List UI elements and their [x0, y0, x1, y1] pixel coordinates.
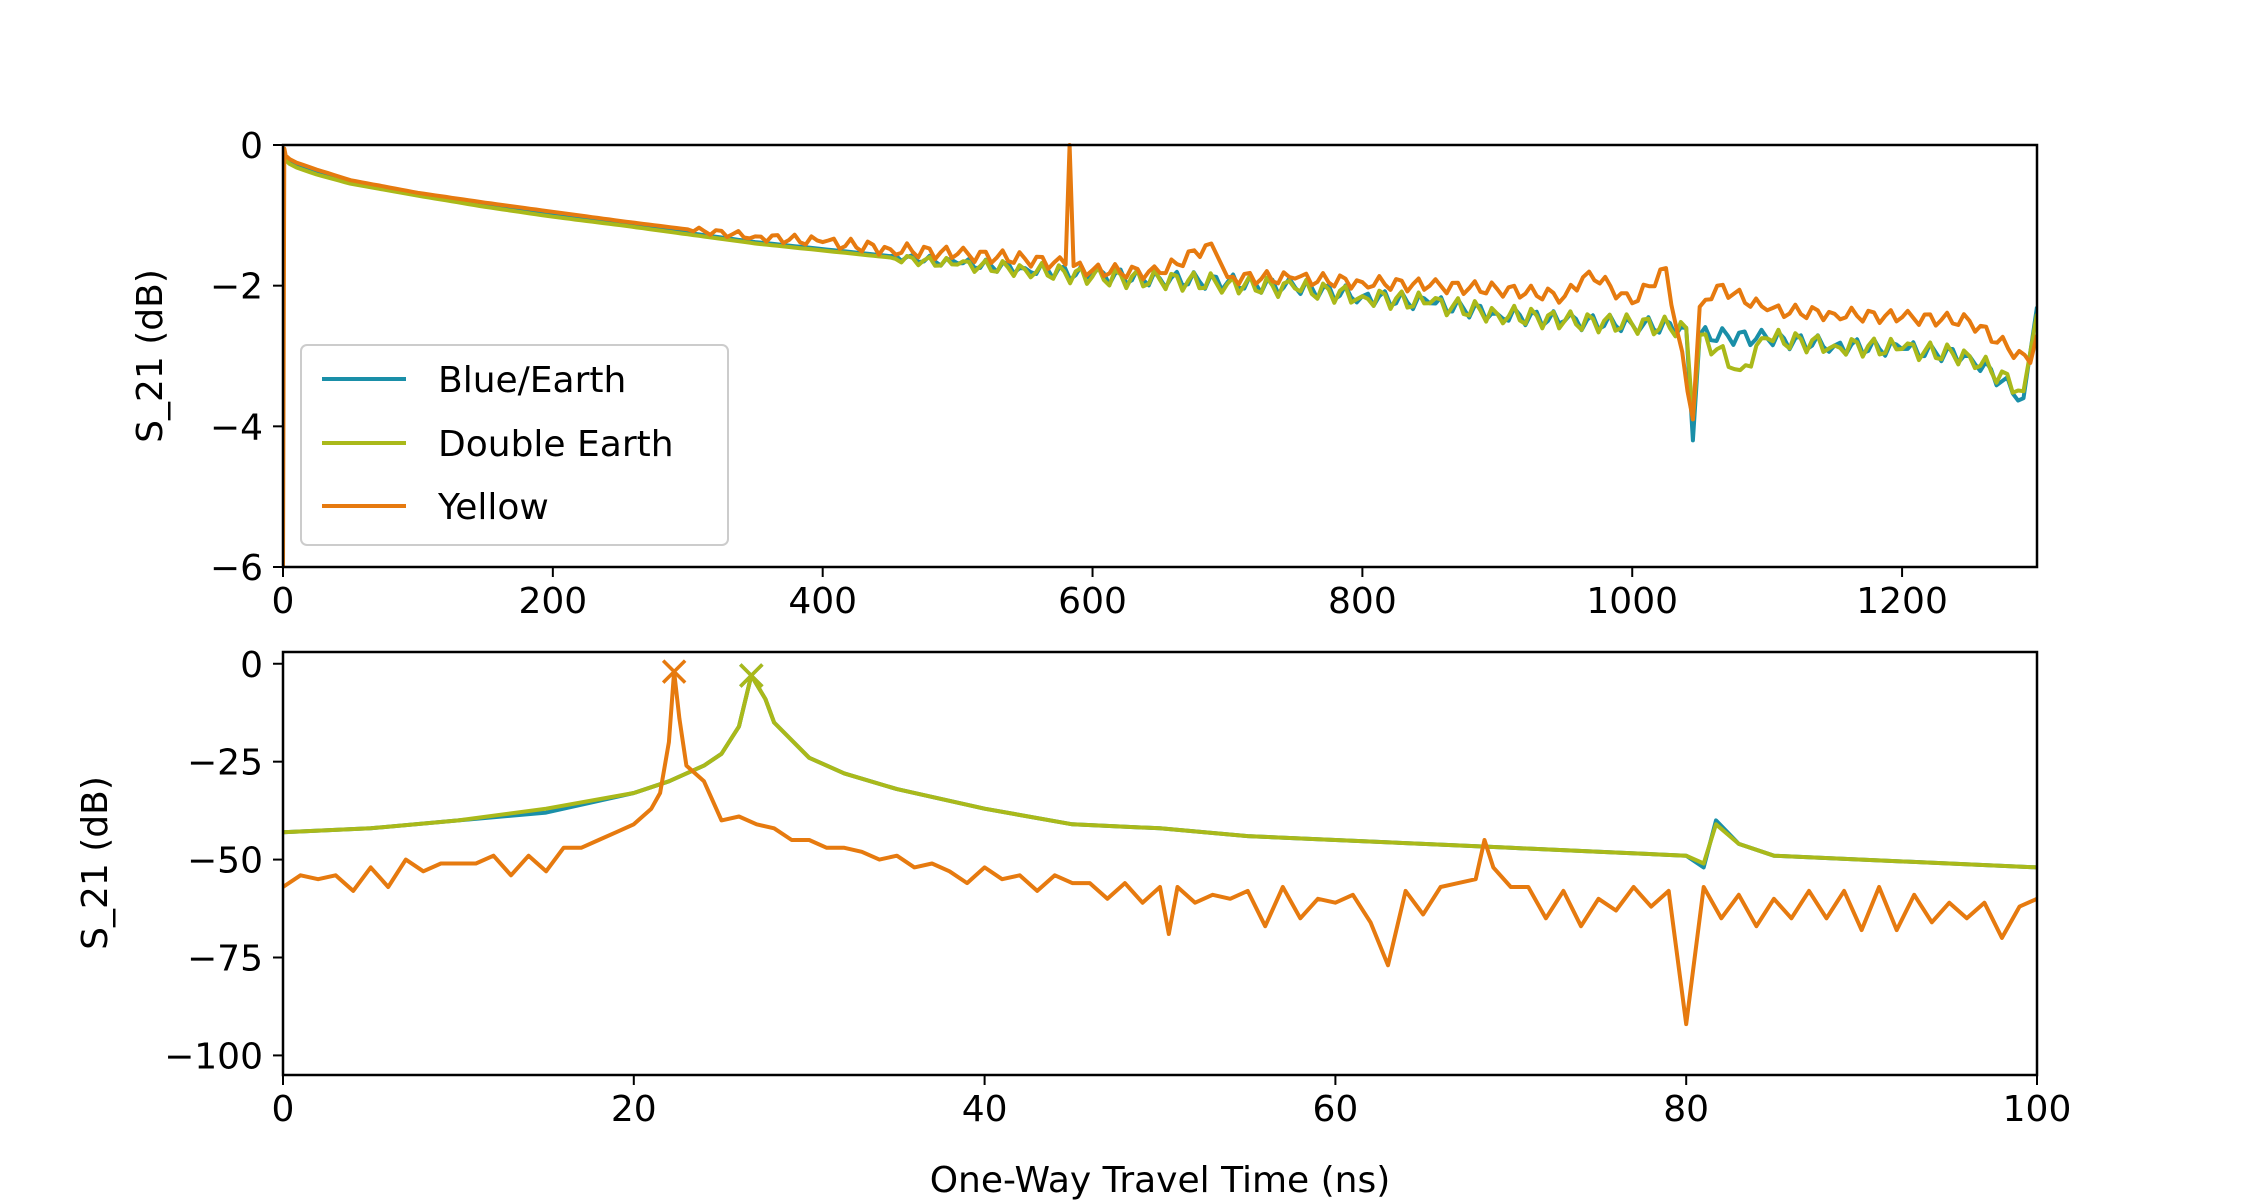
top-chart-panel: 0 200 400 600 800 1000 1200 0−2−4−6 S_21 (dB) …: [130, 126, 2039, 622]
bottom-series-line-double-earth: [283, 673, 2037, 870]
bottom-x-tick-label: 20: [611, 1089, 657, 1130]
bottom-x-ticks: 0 20 40 60 80 100: [272, 1075, 2072, 1130]
top-series-line-yellow: [283, 143, 2037, 568]
bottom-y-ticks: 0 −25 −50 −75 −100: [164, 645, 283, 1077]
bottom-y-tick-label: −75: [187, 939, 263, 980]
top-plot-frame: [281, 143, 2039, 569]
bottom-y-tick-label: 0: [240, 645, 263, 686]
bottom-x-tick-label: 0: [272, 1089, 295, 1130]
top-y-tick-label: −6: [210, 548, 263, 589]
bottom-chart-panel: 0 20 40 60 80 100 0 −25 −50 −75 −100 S_21 (dB) On…: [75, 645, 2071, 1200]
bottom-x-tick-label: 60: [1312, 1089, 1358, 1130]
top-x-tick-label: 600: [1058, 581, 1127, 622]
bottom-x-tick-label: 80: [1663, 1089, 1709, 1130]
top-x-tick-label: 200: [518, 581, 587, 622]
bottom-x-tick-label: 100: [2003, 1089, 2072, 1130]
bottom-peak-marker-yellow: [661, 659, 687, 684]
bottom-y-tick-label: −100: [164, 1036, 263, 1077]
legend-label-yellow: Yellow: [437, 487, 549, 528]
top-x-tick-label: 0: [272, 581, 295, 622]
legend: Blue/Earth Double Earth Yellow: [300, 344, 729, 546]
top-x-tick-label: 1200: [1856, 581, 1948, 622]
top-x-tick-label: 800: [1328, 581, 1397, 622]
bottom-y-tick-label: −25: [187, 743, 263, 784]
top-y-tick-label: 0: [240, 126, 263, 167]
bottom-y-axis-title: S_21 (dB): [75, 776, 116, 950]
bottom-y-tick-label: −50: [187, 841, 263, 882]
top-x-tick-label: 1000: [1586, 581, 1678, 622]
bottom-series-group: [283, 659, 2037, 1027]
legend-label-blue-earth: Blue/Earth: [438, 360, 626, 401]
bottom-peak-marker-double-earth: [739, 663, 764, 688]
bottom-series-line-yellow: [283, 669, 2037, 1027]
legend-box: [300, 344, 729, 546]
top-x-ticks: 0 200 400 600 800 1000 1200: [272, 567, 1948, 622]
bottom-x-tick-label: 40: [962, 1089, 1008, 1130]
bottom-plot-frame: [281, 650, 2039, 1077]
top-series-line-double-earth: [283, 148, 2037, 422]
top-x-tick-label: 400: [788, 581, 857, 622]
top-y-axis-title: S_21 (dB): [130, 269, 171, 443]
top-y-ticks: 0 −2 −4 −6: [210, 126, 283, 589]
top-series-group: [283, 143, 2037, 568]
bottom-x-axis-title: One-Way Travel Time (ns): [930, 1160, 1391, 1200]
legend-label-double-earth: Double Earth: [438, 424, 674, 465]
top-y-tick-label: −4: [210, 407, 263, 448]
bottom-series-line-blue-earth: [283, 673, 2037, 870]
top-y-tick-label: −2: [210, 267, 263, 308]
